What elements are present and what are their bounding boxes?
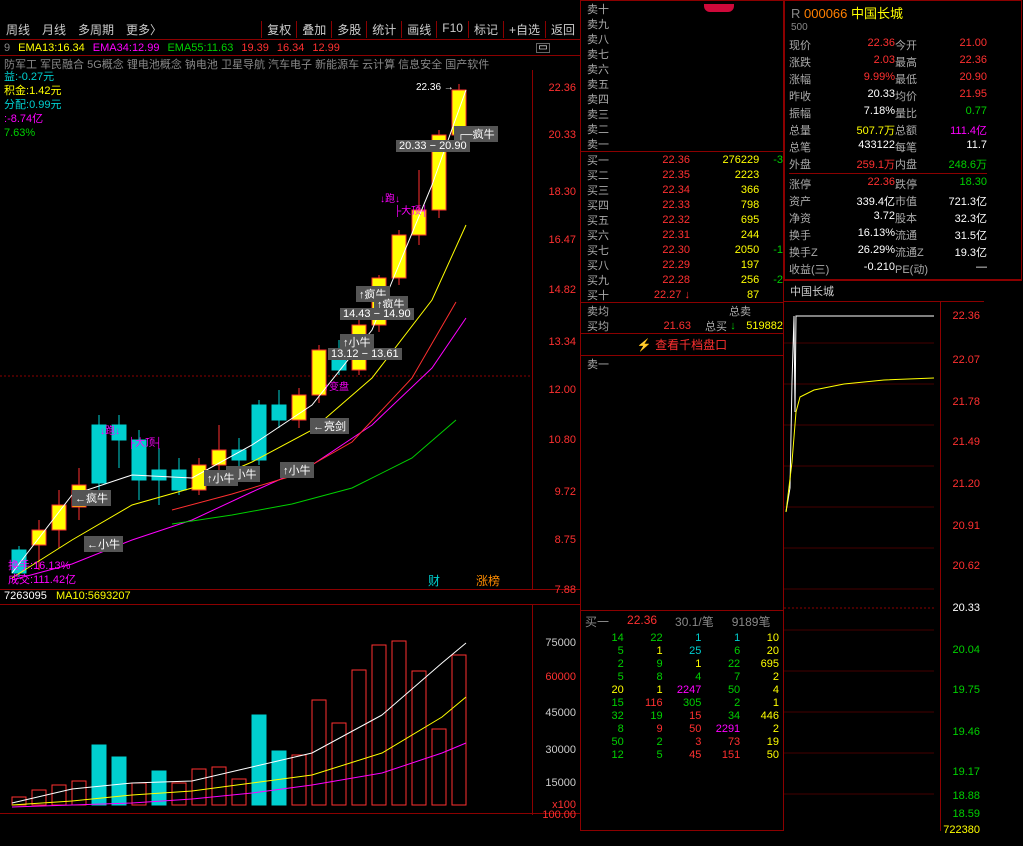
mini-title: 中国长城 [784,280,1022,301]
btn-f10[interactable]: F10 [436,21,468,38]
left-panel: 周线 月线 多周期 更多〉 复权 叠加 多股 统计 画线 F10 标记 +自选 … [0,20,580,846]
tab-month[interactable]: 月线 [36,21,72,38]
tick-grid: 1422111051256202912269558472201224750415… [581,632,783,765]
depth-link[interactable]: ⚡ 查看千档盘口 [581,333,783,355]
volume-header: 7263095 MA10:5693207 [0,590,580,604]
btn-addfav[interactable]: +自选 [503,21,545,38]
volume-chart[interactable]: 7500060000450003000015000x100100.00 [0,604,580,814]
collapse-icon[interactable]: ▭ [536,43,550,53]
btn-overlay[interactable]: 叠加 [296,21,331,38]
ema-readout: 9 EMA13:16.34 EMA34:12.99 EMA55:11.63 19… [0,40,580,56]
btn-multi-stock[interactable]: 多股 [331,21,366,38]
btn-stats[interactable]: 统计 [366,21,401,38]
mini-intraday-chart[interactable]: 22.3622.0721.7821.4921.2020.9120.6220.33… [784,301,984,831]
marker-cai: 财 [428,572,440,589]
right-panel: 卖十卖九卖八卖七卖六卖五卖四卖三卖二卖一 买一22.36276229-3买二22… [580,0,1023,846]
marker-zhangbang: 涨榜 [476,572,500,589]
tab-more[interactable]: 更多〉 [120,21,168,38]
btn-drawline[interactable]: 画线 [401,21,436,38]
top-toolbar: 周线 月线 多周期 更多〉 复权 叠加 多股 统计 画线 F10 标记 +自选 … [0,20,580,40]
tab-week[interactable]: 周线 [0,21,36,38]
orderbook[interactable]: 卖十卖九卖八卖七卖六卖五卖四卖三卖二卖一 买一22.36276229-3买二22… [580,0,784,831]
tab-multi[interactable]: 多周期 [72,21,120,38]
quote-panel: R 000066 中国长城 500 现价22.36今开21.00涨跌2.03最高… [784,0,1022,280]
main-kline-chart[interactable]: 22.3620.3318.3016.4714.8213.3412.0010.80… [0,70,580,590]
btn-back[interactable]: 返回 [545,21,580,38]
concept-tags: 防军工 军民融合 5G概念 锂电池概念 钠电池 卫星导航 汽车电子 新能源车 云… [0,56,580,70]
btn-mark[interactable]: 标记 [468,21,503,38]
btn-fuquan[interactable]: 复权 [261,21,296,38]
